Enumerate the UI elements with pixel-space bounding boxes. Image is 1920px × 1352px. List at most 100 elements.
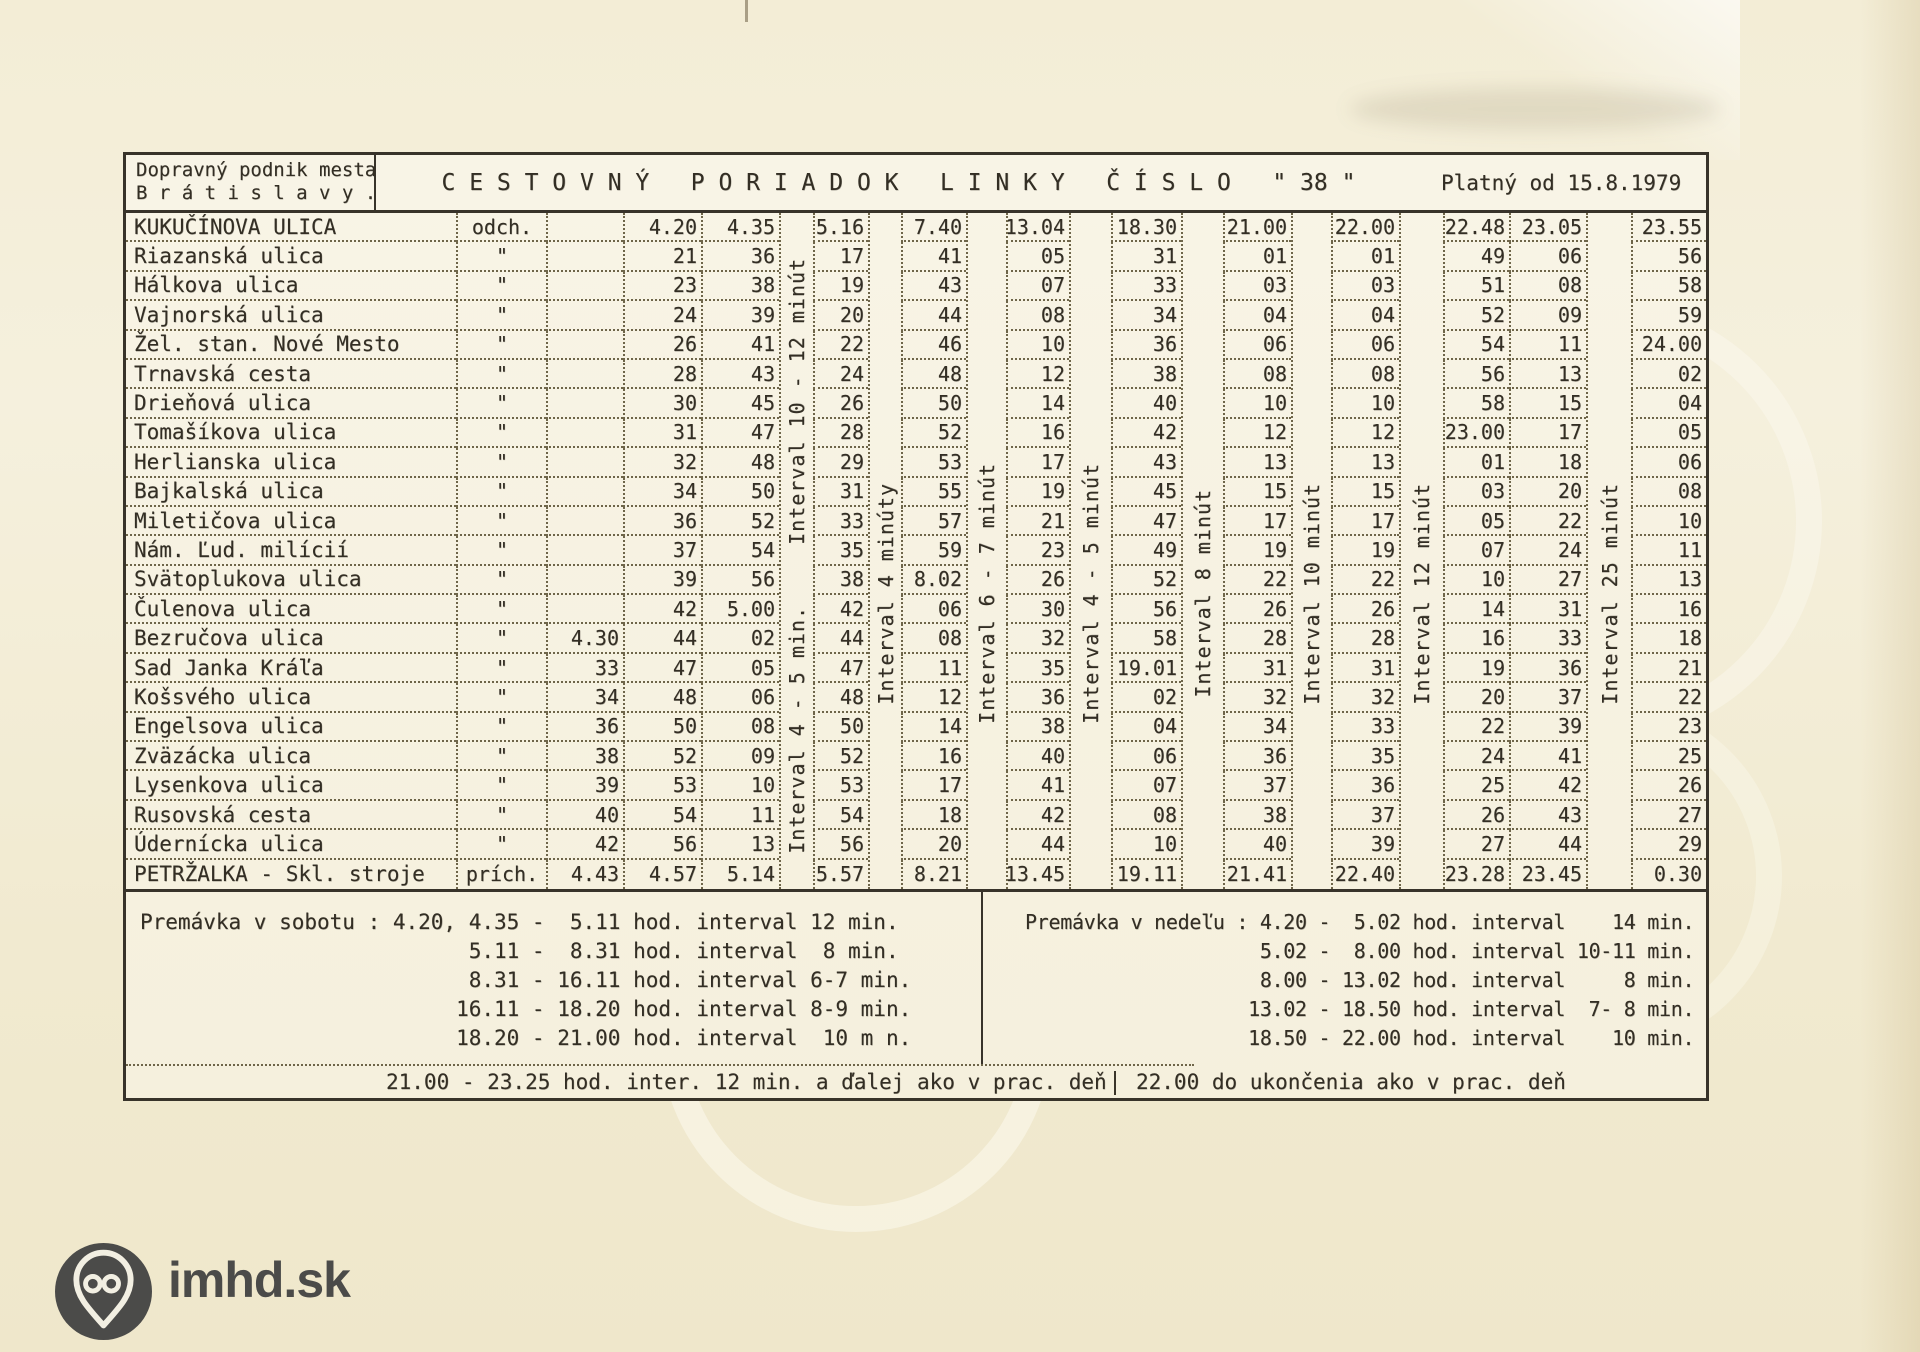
interval-column: Interval 12 minút bbox=[1399, 213, 1443, 889]
stop-type-mark: " bbox=[456, 418, 546, 449]
time-cell: 23.55 bbox=[1631, 213, 1706, 243]
stop-type-mark: " bbox=[456, 506, 546, 537]
time-cell: 22 bbox=[813, 330, 868, 360]
time-cell: 08 bbox=[701, 712, 779, 743]
time-cell: 37 bbox=[1223, 771, 1291, 801]
time-cell: 56 bbox=[701, 565, 779, 596]
time-cell: 36 bbox=[1509, 653, 1586, 684]
time-cell: 08 bbox=[1223, 359, 1291, 390]
time-cell: 19 bbox=[1331, 536, 1399, 566]
time-cell: 22 bbox=[1631, 683, 1706, 713]
time-cell: 06 bbox=[701, 683, 779, 713]
stop-type-mark: " bbox=[456, 595, 546, 625]
time-cell: 26 bbox=[1443, 800, 1509, 831]
time-cell: 28 bbox=[813, 418, 868, 449]
time-cell: 04 bbox=[1111, 712, 1181, 743]
time-cell: 07 bbox=[1111, 771, 1181, 801]
time-cell: 30 bbox=[1006, 595, 1069, 625]
time-cell: 22.40 bbox=[1331, 859, 1399, 889]
time-cell: 43 bbox=[901, 271, 966, 302]
time-cell: 11 bbox=[1509, 330, 1586, 360]
time-cell: 4.35 bbox=[701, 213, 779, 243]
time-cell: 15 bbox=[1331, 477, 1399, 507]
time-cell: 50 bbox=[901, 389, 966, 419]
time-cell: 18.30 bbox=[1111, 213, 1181, 243]
stop-type-mark: " bbox=[456, 742, 546, 772]
time-cell: 03 bbox=[1443, 477, 1509, 507]
interval-label: Interval 10 - 12 minút bbox=[785, 258, 809, 545]
notes-section: Premávka v sobotu : 4.20, 4.35 - 5.11 ho… bbox=[126, 889, 1706, 1098]
time-cell: 39 bbox=[701, 301, 779, 331]
time-cell: 38 bbox=[701, 271, 779, 302]
time-cell: 12 bbox=[1223, 418, 1291, 449]
scan-mark bbox=[745, 0, 748, 22]
station-name: KUKUČÍNOVA ULICA bbox=[126, 213, 456, 243]
scan-smudge bbox=[1350, 88, 1720, 130]
time-cell: 06 bbox=[1631, 448, 1706, 478]
time-cell: 52 bbox=[701, 506, 779, 537]
time-cell: 52 bbox=[813, 742, 868, 772]
time-cell: 26 bbox=[1631, 771, 1706, 801]
time-cell: 22 bbox=[1509, 506, 1586, 537]
time-cell: 08 bbox=[1331, 359, 1399, 390]
time-cell: 38 bbox=[1111, 359, 1181, 390]
station-name: Hálkova ulica bbox=[126, 272, 456, 302]
time-cell: 54 bbox=[701, 536, 779, 566]
time-cell: 8.02 bbox=[901, 565, 966, 596]
time-cell: 38 bbox=[546, 742, 623, 772]
time-cell: 13 bbox=[1223, 448, 1291, 478]
time-cell: 35 bbox=[1006, 653, 1069, 684]
time-cell: 31 bbox=[813, 477, 868, 507]
time-cell: 4.30 bbox=[546, 624, 623, 654]
time-cell: 33 bbox=[546, 653, 623, 684]
time-cell bbox=[546, 242, 623, 272]
operator-name: Dopravný podnik mesta B r á t i s l a v … bbox=[126, 155, 376, 210]
time-cell: 52 bbox=[623, 742, 701, 772]
interval-label: Interval 4 - 5 min. bbox=[785, 606, 809, 854]
time-cell: 44 bbox=[1006, 830, 1069, 860]
time-cell: 04 bbox=[1331, 301, 1399, 331]
time-cell: 31 bbox=[1509, 595, 1586, 625]
time-cell: 23.28 bbox=[1443, 859, 1509, 889]
time-cell: 41 bbox=[901, 242, 966, 272]
timetable-header: Dopravný podnik mesta B r á t i s l a v … bbox=[126, 155, 1706, 213]
time-cell: 36 bbox=[1006, 683, 1069, 713]
time-cell: 11 bbox=[1631, 536, 1706, 566]
time-cell: 24 bbox=[1443, 742, 1509, 772]
station-name: Žel. stan. Nové Mesto bbox=[126, 331, 456, 360]
time-cell: 56 bbox=[1631, 242, 1706, 272]
time-cell: 17 bbox=[813, 242, 868, 272]
station-name: PETRŽALKA - Skl. stroje bbox=[134, 862, 425, 887]
time-cell: 27 bbox=[1631, 800, 1706, 831]
time-cell: 24.00 bbox=[1631, 330, 1706, 360]
time-cell: 43 bbox=[1509, 800, 1586, 831]
time-cell: 23 bbox=[1631, 712, 1706, 743]
time-cell: 24 bbox=[1509, 536, 1586, 566]
time-cell: 02 bbox=[1631, 359, 1706, 390]
time-cell: 36 bbox=[1111, 330, 1181, 360]
time-cell: 16 bbox=[901, 742, 966, 772]
time-cell: 11 bbox=[701, 800, 779, 831]
time-cell: 54 bbox=[813, 800, 868, 831]
time-cell: 01 bbox=[1223, 242, 1291, 272]
time-cell: 26 bbox=[623, 330, 701, 360]
time-cell: 06 bbox=[1223, 330, 1291, 360]
time-cell: 20 bbox=[901, 830, 966, 860]
time-cell: 42 bbox=[813, 595, 868, 625]
time-cell: 03 bbox=[1223, 271, 1291, 302]
stop-type-mark: " bbox=[456, 242, 546, 272]
time-cell bbox=[546, 389, 623, 419]
time-cell: 40 bbox=[546, 800, 623, 831]
time-cell: 11 bbox=[901, 653, 966, 684]
time-cell: 52 bbox=[1443, 301, 1509, 331]
time-cell: 4.57 bbox=[623, 859, 701, 889]
station-name: Rusovská cesta bbox=[126, 801, 456, 831]
time-cell bbox=[546, 271, 623, 302]
stop-type-mark: " bbox=[456, 771, 546, 801]
time-cell: 26 bbox=[1223, 595, 1291, 625]
time-cell: 42 bbox=[623, 595, 701, 625]
time-cell: 15 bbox=[1509, 389, 1586, 419]
time-cell: 07 bbox=[1006, 271, 1069, 302]
time-cell: 06 bbox=[1331, 330, 1399, 360]
time-cell: 52 bbox=[901, 418, 966, 449]
